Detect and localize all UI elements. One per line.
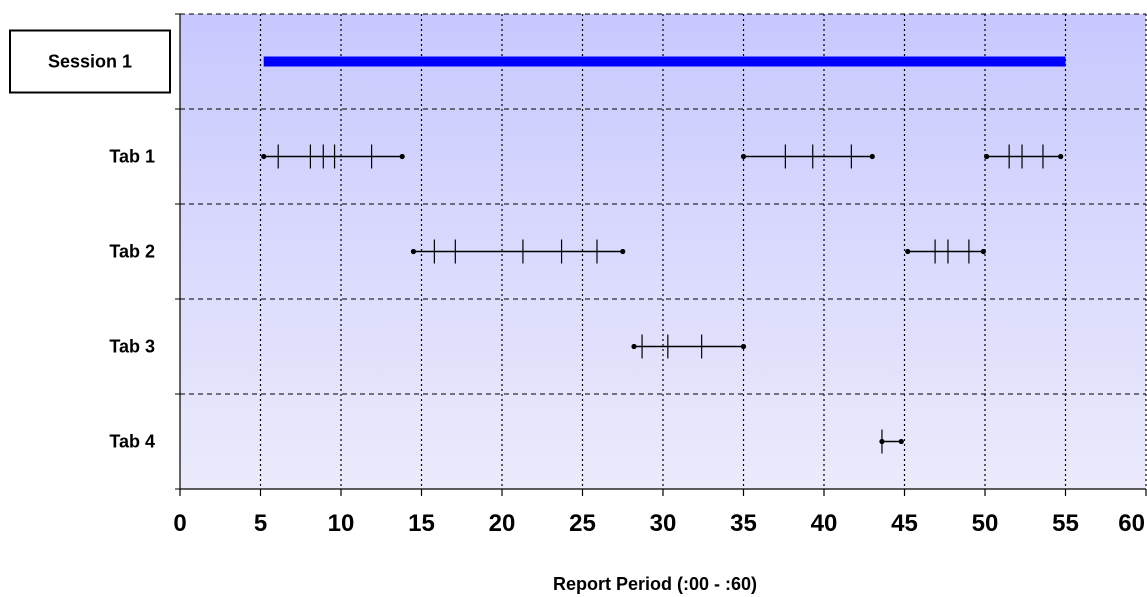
x-tick-label-7: 35 xyxy=(730,510,757,537)
tab-1-segment-1-start-dot xyxy=(261,153,267,160)
tab-4-segment-1-end-dot xyxy=(898,438,904,445)
tab-1-segment-3-end-dot xyxy=(1058,153,1064,160)
x-tick-label-12: 60 xyxy=(1118,510,1145,537)
tab-2-segment-2-end-dot xyxy=(980,248,986,255)
tab-1-segment-2-start-dot xyxy=(740,153,747,160)
tab-1-segment-3-start-dot xyxy=(984,153,990,160)
row-label-3: Tab 3 xyxy=(109,337,155,357)
x-tick-label-1: 5 xyxy=(254,510,267,537)
tab-1-segment-1-end-dot xyxy=(399,153,405,160)
session-label: Session 1 xyxy=(48,52,132,72)
x-tick-label-10: 50 xyxy=(972,510,999,537)
x-tick-label-3: 15 xyxy=(408,510,435,537)
row-label-1: Tab 1 xyxy=(109,147,155,167)
x-tick-label-11: 55 xyxy=(1052,510,1079,537)
row-label-2: Tab 2 xyxy=(109,242,155,262)
tab-2-segment-1-end-dot xyxy=(620,248,626,255)
x-tick-label-8: 40 xyxy=(811,510,838,537)
tab-2-segment-1-start-dot xyxy=(410,248,417,255)
tab-3-segment-1-start-dot xyxy=(631,343,637,350)
x-tick-label-2: 10 xyxy=(328,510,355,537)
tab-2-segment-2-start-dot xyxy=(905,248,911,255)
x-axis-title: Report Period (:00 - :60) xyxy=(553,574,757,594)
x-tick-label-4: 20 xyxy=(489,510,516,537)
tab-1-segment-2-end-dot xyxy=(869,153,875,160)
tab-4-segment-1-start-dot xyxy=(879,438,885,445)
x-tick-label-0: 0 xyxy=(173,510,186,537)
tab-3-segment-1-end-dot xyxy=(740,343,747,350)
row-label-4: Tab 4 xyxy=(109,432,155,452)
x-tick-label-5: 25 xyxy=(569,510,596,537)
x-tick-label-9: 45 xyxy=(891,510,918,537)
x-tick-label-6: 30 xyxy=(650,510,677,537)
session-label-box xyxy=(9,29,171,94)
